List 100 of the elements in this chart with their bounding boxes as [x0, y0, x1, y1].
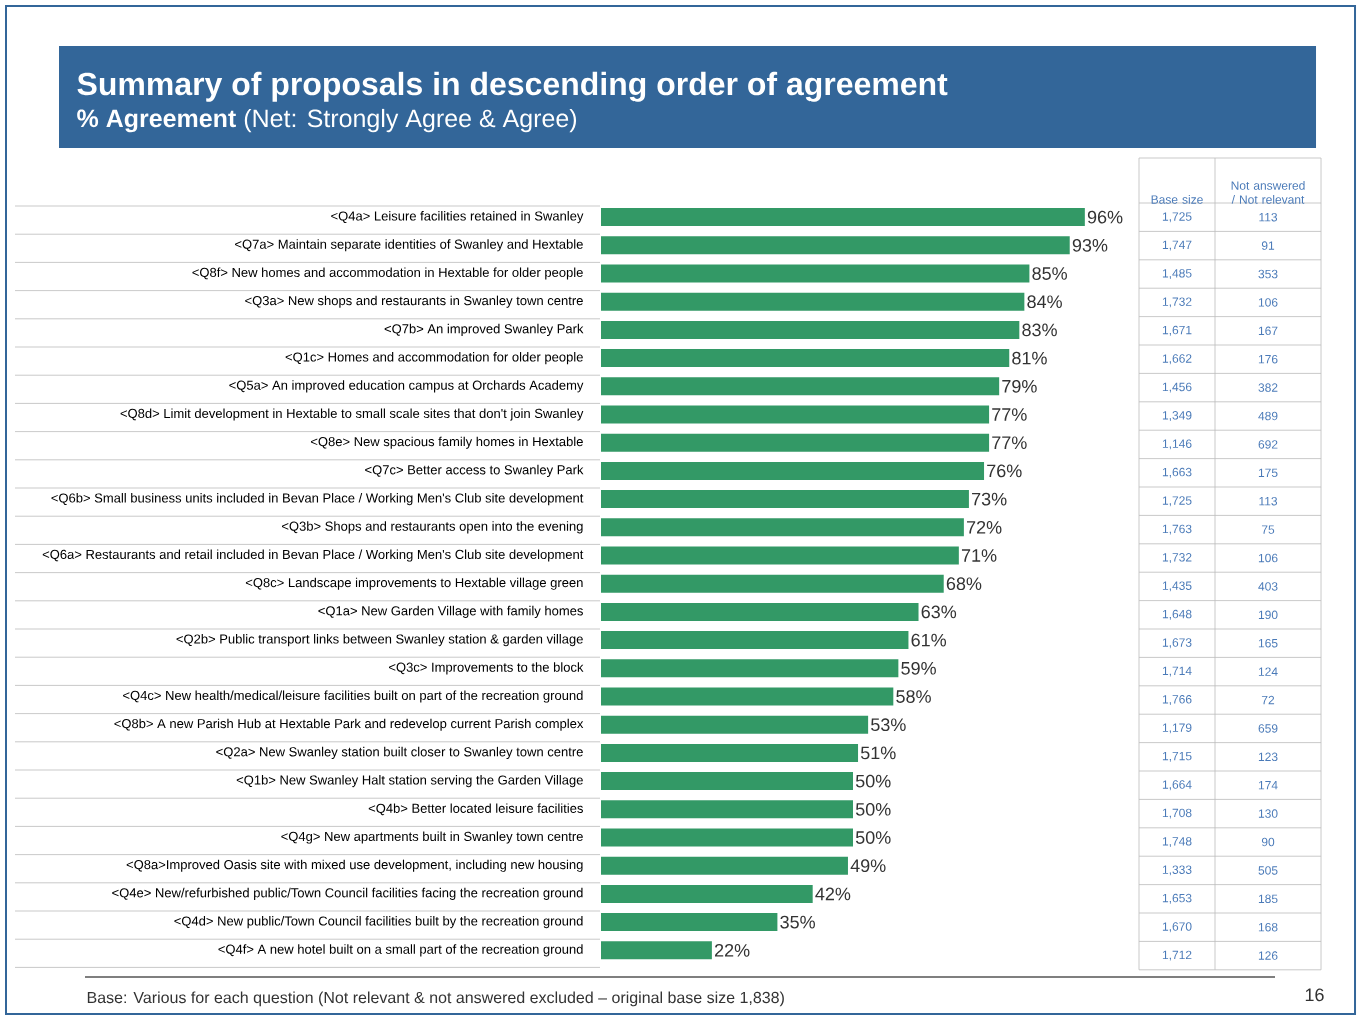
- data-label: 61%: [911, 633, 947, 647]
- y-tick-label: <Q1c> Homes and accommodation for older people: [285, 352, 583, 365]
- text: 130: [1258, 809, 1278, 818]
- data-label: 59%: [901, 661, 936, 675]
- text: 489: [1258, 411, 1278, 421]
- text: 126: [1258, 951, 1278, 960]
- data-label: 79%: [1002, 379, 1037, 393]
- text: 382: [1258, 383, 1278, 392]
- bar: [601, 941, 712, 960]
- bar: [601, 546, 959, 565]
- text: 1,732: [1162, 553, 1192, 563]
- bar: [601, 236, 1070, 255]
- text: 1,664: [1162, 780, 1192, 791]
- text: 1,670: [1162, 922, 1192, 933]
- text: 75: [1261, 525, 1275, 534]
- text: 1,435: [1162, 581, 1192, 592]
- bar: [601, 602, 919, 621]
- bar: [601, 208, 1085, 227]
- category-label: Base size: [1151, 195, 1203, 204]
- text: 1,456: [1162, 382, 1192, 393]
- y-tick-label: <Q4b> Better located leisure facilities: [368, 803, 583, 816]
- y-tick-label: <Q3c> Improvements to the block: [389, 662, 584, 675]
- y-tick-label: <Q4c> New health/medical/leisure facilities built on part of the recreation ground: [123, 690, 583, 703]
- y-tick-label: <Q4d> New public/Town Council facilities built by the recreation ground: [174, 916, 583, 929]
- data-label: 50%: [855, 774, 891, 788]
- data-label: 71%: [961, 549, 997, 562]
- y-tick-label: <Q7b> An improved Swanley Park: [384, 323, 584, 336]
- text: 1,179: [1162, 723, 1192, 734]
- text: 1,725: [1162, 496, 1192, 507]
- y-tick-label: <Q4f> A new hotel built on a small part of the recreation ground: [218, 944, 583, 957]
- data-label: 35%: [780, 915, 815, 929]
- text: 113: [1259, 212, 1278, 222]
- text: 123: [1258, 752, 1278, 762]
- bar: [601, 292, 1025, 311]
- y-tick-label: <Q4e> New/refurbished public/Town Council facilities facing the recreation ground: [112, 887, 583, 900]
- text: 1,662: [1162, 354, 1192, 365]
- y-tick-label: <Q1b> New Swanley Halt station serving the Garden Village: [236, 775, 583, 788]
- data-label: 50%: [855, 802, 891, 816]
- data-label: 77%: [992, 408, 1027, 421]
- bar: [601, 433, 990, 452]
- text: 124: [1258, 667, 1278, 676]
- text: 1,648: [1162, 609, 1192, 620]
- text: 167: [1258, 326, 1278, 336]
- y-tick-label: <Q8d> Limit development in Hextable to small scale sites that don't join Swanley: [120, 408, 584, 421]
- text: % Agreement (Net: Strongly Agree & Agree): [77, 108, 577, 133]
- data-label: 53%: [871, 718, 906, 732]
- category-label: Not answered / Not relevant: [1231, 181, 1305, 204]
- y-tick-label: <Q6a> Restaurants and retail included in Bevan Place / Working Men's Club site development: [42, 549, 584, 562]
- data-label: 68%: [946, 577, 982, 591]
- data-label: 73%: [972, 492, 1007, 506]
- bar: [601, 715, 869, 734]
- data-label: 83%: [1022, 323, 1057, 337]
- bar: [601, 772, 853, 791]
- y-tick-label: <Q2b> Public transport links between Swanley station & garden village: [176, 634, 583, 647]
- data-label: 72%: [967, 520, 1002, 534]
- text: 1,714: [1162, 666, 1192, 677]
- bar: [601, 743, 859, 762]
- data-label: 93%: [1072, 238, 1108, 252]
- bar: [601, 631, 909, 650]
- bar: [601, 349, 1010, 368]
- data-label: 50%: [855, 831, 891, 844]
- text: 106: [1258, 553, 1278, 563]
- text: 1,673: [1162, 638, 1192, 649]
- data-label: 96%: [1087, 210, 1123, 224]
- text: 1,725: [1162, 212, 1192, 223]
- bar: [601, 800, 853, 819]
- y-tick-label: <Q8b> A new Parish Hub at Hextable Park and redevelop current Parish complex: [114, 718, 584, 731]
- text: 1,732: [1162, 297, 1192, 308]
- y-tick-label: <Q4a> Leisure facilities retained in Swanley: [331, 211, 584, 224]
- text: 1,653: [1162, 893, 1192, 904]
- data-label: 84%: [1027, 295, 1062, 309]
- y-tick-label: <Q8e> New spacious family homes in Hextable: [310, 436, 583, 449]
- data-label: 81%: [1012, 351, 1047, 365]
- text: 1,763: [1162, 524, 1192, 535]
- text: 1,485: [1162, 269, 1192, 279]
- text: 1,715: [1162, 751, 1192, 762]
- y-tick-label: <Q3b> Shops and restaurants open into the evening: [282, 521, 583, 534]
- text: 190: [1258, 610, 1278, 620]
- data-label: 42%: [815, 887, 851, 901]
- text: 1,349: [1162, 411, 1192, 421]
- bar: [601, 856, 848, 875]
- text: 505: [1258, 866, 1278, 875]
- bar: [601, 884, 813, 903]
- text: 113: [1259, 496, 1278, 506]
- text: 72: [1261, 695, 1275, 705]
- chart-title: Summary of proposals in descending order of agreement: [77, 71, 948, 102]
- text: 165: [1258, 638, 1278, 648]
- bar: [601, 828, 853, 847]
- data-label: 77%: [992, 436, 1027, 450]
- text: 1,671: [1162, 325, 1192, 336]
- text: 168: [1258, 922, 1278, 932]
- bar: [601, 659, 899, 678]
- y-tick-label: <Q4g> New apartments built in Swanley town centre: [281, 831, 583, 844]
- text: 90: [1261, 837, 1275, 847]
- bar: [601, 405, 990, 424]
- text: Base: Various for each question (Not relevant & not answered excluded – original base size 1,838): [87, 991, 784, 1007]
- y-tick-label: <Q7a> Maintain separate identities of Swanley and Hextable: [235, 239, 583, 252]
- bar: [601, 377, 1000, 396]
- y-tick-label: <Q8f> New homes and accommodation in Hextable for older people: [192, 267, 583, 280]
- text: 1,663: [1162, 467, 1192, 478]
